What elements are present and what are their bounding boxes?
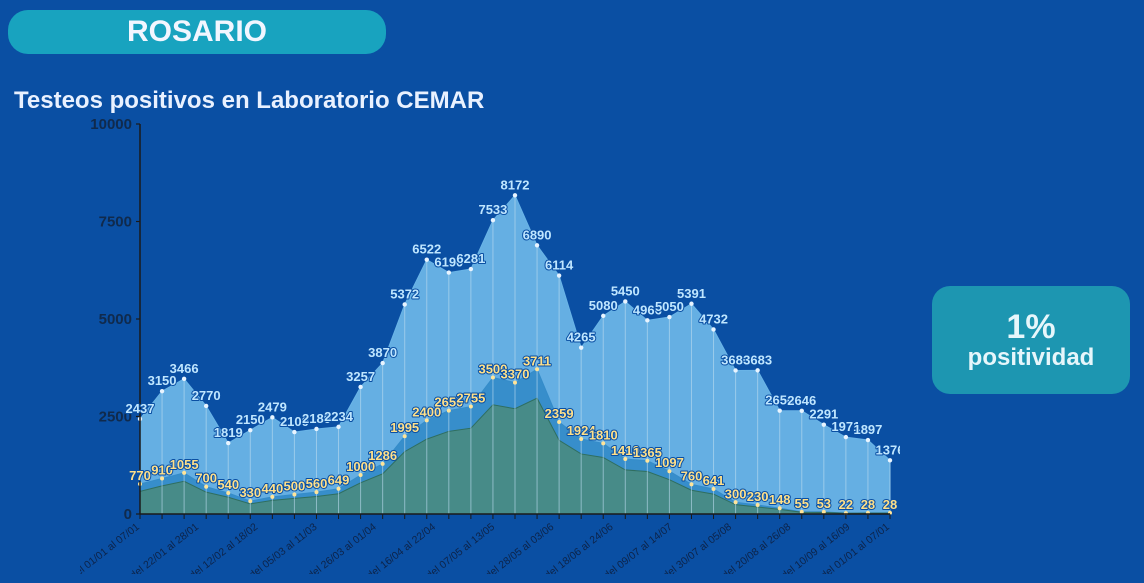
positivity-label: positividad [968,345,1095,370]
svg-text:6281: 6281 [456,251,485,266]
svg-text:7500: 7500 [99,214,132,231]
svg-text:1819: 1819 [214,425,243,440]
svg-text:2437: 2437 [126,401,155,416]
chart-svg: 025005000750010000Semana del 01/01 al 07… [80,114,900,574]
page-root: ROSARIO Testeos positivos en Laboratorio… [0,0,1144,583]
svg-text:5050: 5050 [655,299,684,314]
svg-text:649: 649 [328,473,350,488]
svg-text:1897: 1897 [853,422,882,437]
svg-text:500: 500 [284,479,306,494]
svg-text:0: 0 [124,506,132,523]
svg-text:330: 330 [239,485,261,500]
svg-text:148: 148 [769,492,791,507]
svg-text:3711: 3711 [523,353,551,368]
svg-text:3466: 3466 [170,361,199,376]
svg-text:2646: 2646 [787,393,816,408]
svg-text:22: 22 [839,497,853,512]
svg-text:760: 760 [681,468,703,483]
svg-text:2755: 2755 [456,391,485,406]
svg-text:2479: 2479 [258,399,287,414]
svg-text:230: 230 [747,489,769,504]
page-subtitle: Testeos positivos en Laboratorio CEMAR [14,87,484,115]
svg-text:3257: 3257 [346,369,375,384]
svg-text:3870: 3870 [368,345,397,360]
svg-text:2234: 2234 [324,409,354,424]
svg-text:7533: 7533 [478,202,507,217]
svg-text:700: 700 [195,471,217,486]
svg-text:641: 641 [703,473,725,488]
svg-text:300: 300 [725,486,747,501]
region-pill-label: ROSARIO [127,15,267,49]
svg-text:560: 560 [306,476,328,491]
svg-text:1055: 1055 [170,457,199,472]
svg-text:53: 53 [817,496,831,511]
svg-text:5391: 5391 [677,286,706,301]
svg-text:3370: 3370 [501,367,530,382]
svg-text:770: 770 [129,468,151,483]
svg-text:2359: 2359 [545,406,574,421]
svg-text:1097: 1097 [655,455,684,470]
svg-text:2770: 2770 [192,388,221,403]
svg-text:8172: 8172 [501,177,530,192]
svg-text:55: 55 [795,496,809,511]
svg-text:5372: 5372 [390,286,419,301]
svg-text:1810: 1810 [589,427,618,442]
svg-text:1286: 1286 [368,448,397,463]
svg-text:4265: 4265 [567,330,596,345]
svg-text:10000: 10000 [90,116,132,133]
svg-text:2150: 2150 [236,412,265,427]
svg-text:1376: 1376 [876,442,900,457]
svg-text:5000: 5000 [99,311,132,328]
svg-text:Semana del 01/01 al 07/01: Semana del 01/01 al 07/01 [80,521,142,574]
svg-text:6114: 6114 [545,258,574,273]
positivity-badge: 1% positividad [932,286,1130,394]
svg-text:1995: 1995 [390,420,419,435]
svg-text:5450: 5450 [611,283,640,298]
chart-container: 025005000750010000Semana del 01/01 al 07… [80,114,900,574]
region-pill: ROSARIO [8,10,386,54]
svg-text:28: 28 [883,497,897,512]
svg-text:28: 28 [861,497,875,512]
svg-text:5080: 5080 [589,298,618,313]
svg-text:440: 440 [262,481,284,496]
svg-text:6890: 6890 [523,227,552,242]
svg-text:540: 540 [217,477,239,492]
svg-text:4732: 4732 [699,311,728,326]
positivity-percent: 1% [1006,310,1055,346]
svg-text:3683: 3683 [743,352,772,367]
